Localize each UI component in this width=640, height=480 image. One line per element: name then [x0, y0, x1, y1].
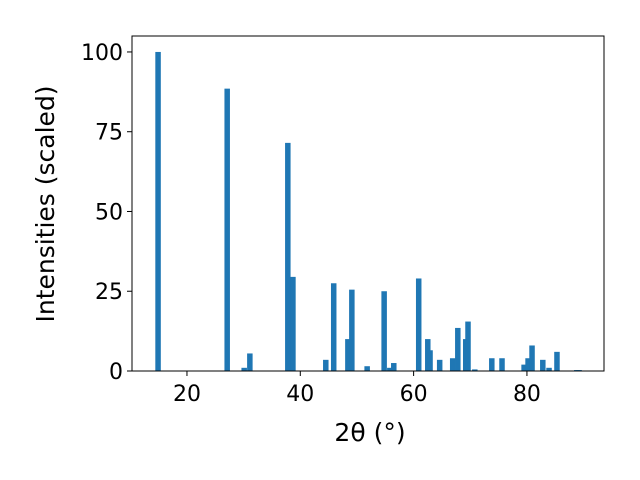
x-tick-label: 80 — [513, 382, 541, 407]
y-axis-label: Intensities (scaled) — [31, 85, 60, 322]
bar — [381, 291, 387, 371]
bar — [224, 88, 230, 372]
x-axis-label: 2θ (°) — [334, 418, 405, 447]
bar — [521, 364, 527, 371]
bar — [436, 359, 443, 371]
y-tick-label: 100 — [81, 41, 123, 66]
bar — [489, 358, 495, 371]
bar — [427, 350, 433, 371]
bar — [449, 358, 456, 371]
bar — [330, 283, 337, 371]
bar — [546, 367, 552, 371]
x-tick-label: 40 — [286, 382, 314, 407]
bar — [415, 278, 422, 371]
x-tick-label: 60 — [400, 382, 428, 407]
bar — [499, 358, 505, 371]
bar — [525, 358, 531, 371]
bar — [364, 366, 370, 371]
y-tick-label: 75 — [95, 121, 123, 146]
bar — [472, 369, 478, 371]
bar — [465, 321, 471, 371]
bar — [290, 276, 296, 371]
bar — [529, 345, 535, 371]
bar — [345, 339, 351, 371]
bar — [540, 359, 546, 371]
y-tick-label: 25 — [95, 280, 123, 305]
bar — [391, 363, 397, 371]
bar — [387, 367, 393, 371]
bar — [247, 353, 253, 371]
bar — [554, 351, 560, 371]
y-tick-label: 0 — [109, 360, 123, 385]
bar — [349, 289, 355, 371]
bar — [455, 327, 461, 371]
bar — [285, 142, 291, 371]
plot-frame — [131, 35, 605, 372]
x-tick-label: 20 — [173, 382, 201, 407]
bar — [241, 367, 247, 371]
y-tick-label: 50 — [95, 200, 123, 225]
bar — [155, 51, 161, 371]
bar — [323, 359, 329, 371]
